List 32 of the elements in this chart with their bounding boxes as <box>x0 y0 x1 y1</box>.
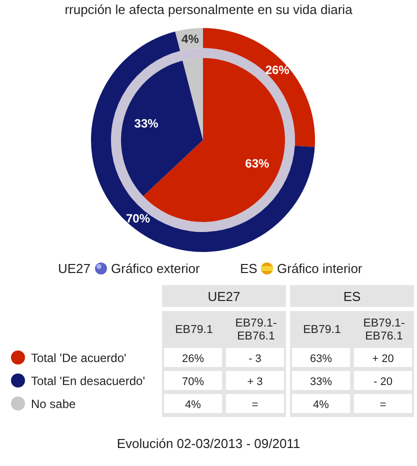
text: Gráfico interior <box>277 261 363 276</box>
data-label: 4% <box>182 32 200 46</box>
text: Gráfico exterior <box>111 261 201 276</box>
text: ES <box>343 289 361 304</box>
legend-label: Total 'De acuerdo' <box>31 351 126 365</box>
text: - 20 <box>374 376 392 388</box>
text: 26% <box>182 353 204 365</box>
text: Evolución 02-03/2013 - 09/2011 <box>116 436 300 451</box>
text: EB79.1-EB76.1 <box>235 318 277 342</box>
text: EB79.1 <box>303 324 341 336</box>
data-label: 26% <box>265 63 290 78</box>
text: EB79.1-EB76.1 <box>363 318 405 342</box>
text: + 3 <box>247 376 263 388</box>
legend-label: Total 'En desacuerdo' <box>31 374 145 388</box>
text: + 20 <box>372 353 394 365</box>
data-label: 63% <box>245 156 270 170</box>
legend-label: No sabe <box>31 397 76 411</box>
text: 33% <box>310 376 332 388</box>
text: - 3 <box>248 353 262 365</box>
data-label: 33% <box>134 116 159 131</box>
chart-title: rrupción le afecta personalmente en su vida diaria <box>64 2 354 17</box>
data-label: 70% <box>126 212 150 226</box>
data-label: 4% <box>313 399 330 411</box>
text: 63% <box>310 353 332 365</box>
slice-label: ES <box>240 261 258 276</box>
slice-label: UE27 <box>208 289 240 304</box>
text: EB79.1 <box>175 324 213 336</box>
text: = <box>380 399 386 411</box>
text: = <box>252 399 258 411</box>
text: 4% <box>185 399 201 411</box>
text: UE27 <box>58 261 91 276</box>
text: 70% <box>182 376 204 388</box>
